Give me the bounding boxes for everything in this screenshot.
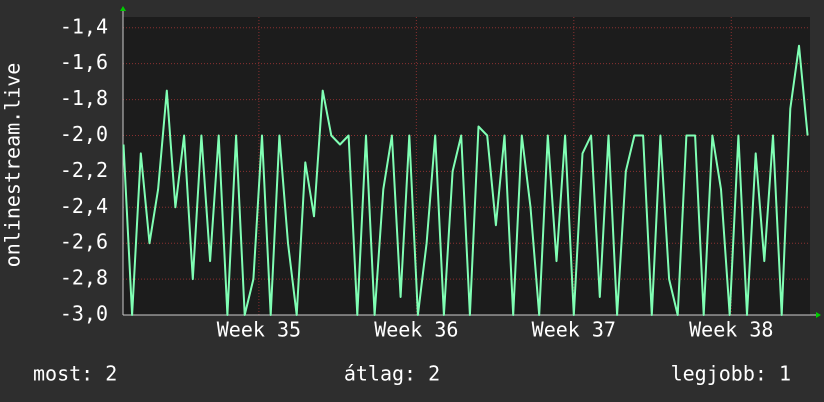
y-tick-label: -1,8 (60, 86, 108, 110)
y-tick-label: -2,0 (60, 122, 108, 146)
y-axis-arrow (120, 6, 126, 11)
y-tick-label: -2,8 (60, 266, 108, 290)
plot: -3,0 -2,8 -2,6 -2,4 -2,2 -2,0 -1,8 -1,6 -1,4 Week… (60, 6, 821, 342)
y-tick-label: -2,6 (60, 230, 108, 254)
stat-average: átlag: 2 (344, 362, 440, 386)
x-tick-label: Week 38 (689, 318, 773, 342)
x-tick-label: Week 37 (532, 318, 616, 342)
y-tick-label: -2,2 (60, 158, 108, 182)
stat-current: most: 2 (33, 362, 117, 386)
y-tick-label: -2,4 (60, 194, 108, 218)
y-tick-label: -3,0 (60, 302, 108, 326)
data-line (122, 44, 809, 316)
x-tick-label: Week 36 (374, 318, 458, 342)
y-tick-label: -1,6 (60, 50, 108, 74)
x-axis-arrow (816, 312, 821, 318)
stat-best: legjobb: 1 (671, 362, 791, 386)
x-tick-label: Week 35 (217, 318, 301, 342)
y-axis-label: onlinestream.live (1, 63, 25, 268)
y-tick-label: -1,4 (60, 14, 108, 38)
